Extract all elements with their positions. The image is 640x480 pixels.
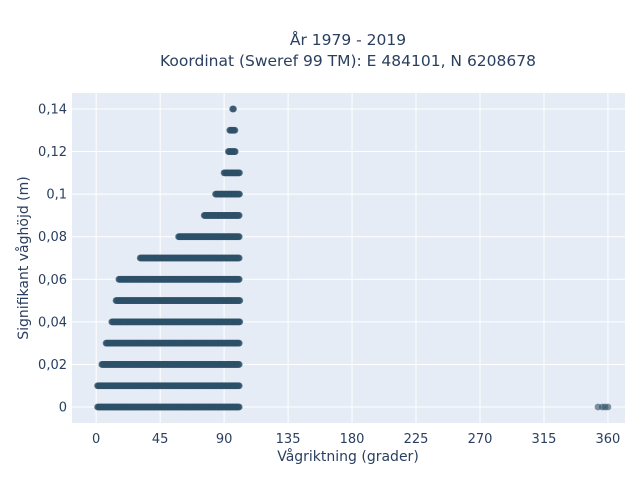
data-point-outlier bbox=[604, 403, 612, 411]
y-tick-label: 0,06 bbox=[38, 273, 67, 288]
x-axis-ticks: 0 45 90 135 180 225 270 315 360 bbox=[92, 432, 620, 447]
x-tick-label: 180 bbox=[340, 432, 365, 447]
data-point bbox=[236, 318, 244, 326]
x-tick-label: 90 bbox=[216, 432, 233, 447]
data-point bbox=[235, 361, 243, 368]
y-axis-title: Signifikant våghöjd (m) bbox=[15, 176, 32, 339]
data-point bbox=[236, 297, 244, 304]
data-point bbox=[236, 169, 243, 177]
x-tick-label: 225 bbox=[404, 432, 429, 447]
y-tick-label: 0,1 bbox=[46, 188, 67, 203]
y-tick-label: 0 bbox=[59, 401, 67, 416]
y-tick-label: 0,02 bbox=[38, 358, 67, 373]
data-point bbox=[235, 275, 243, 283]
y-tick-label: 0,04 bbox=[38, 315, 67, 330]
chart-title-line2: Koordinat (Sweref 99 TM): E 484101, N 62… bbox=[160, 52, 536, 70]
data-point bbox=[230, 105, 237, 113]
data-point bbox=[235, 382, 243, 390]
x-tick-label: 45 bbox=[152, 432, 169, 447]
data-point bbox=[235, 403, 243, 411]
data-point bbox=[236, 190, 243, 198]
y-tick-label: 0,14 bbox=[38, 102, 67, 117]
data-point bbox=[235, 233, 243, 241]
x-tick-label: 135 bbox=[276, 432, 301, 447]
x-axis-title: Vågriktning (grader) bbox=[277, 448, 419, 465]
x-tick-label: 315 bbox=[532, 432, 557, 447]
y-axis-ticks: 0 0,02 0,04 0,06 0,08 0,1 0,12 0,14 bbox=[38, 102, 67, 415]
data-points bbox=[94, 105, 612, 411]
x-tick-label: 0 bbox=[92, 432, 100, 447]
y-tick-label: 0,12 bbox=[38, 145, 67, 160]
data-point bbox=[235, 212, 243, 219]
data-point bbox=[231, 148, 239, 155]
data-point bbox=[231, 126, 239, 134]
y-tick-label: 0,08 bbox=[38, 230, 67, 245]
data-point bbox=[235, 254, 243, 262]
x-tick-label: 270 bbox=[468, 432, 493, 447]
x-tick-label: 360 bbox=[596, 432, 621, 447]
gridlines bbox=[72, 93, 625, 423]
data-point bbox=[235, 339, 243, 347]
chart-title-line1: År 1979 - 2019 bbox=[290, 30, 406, 49]
